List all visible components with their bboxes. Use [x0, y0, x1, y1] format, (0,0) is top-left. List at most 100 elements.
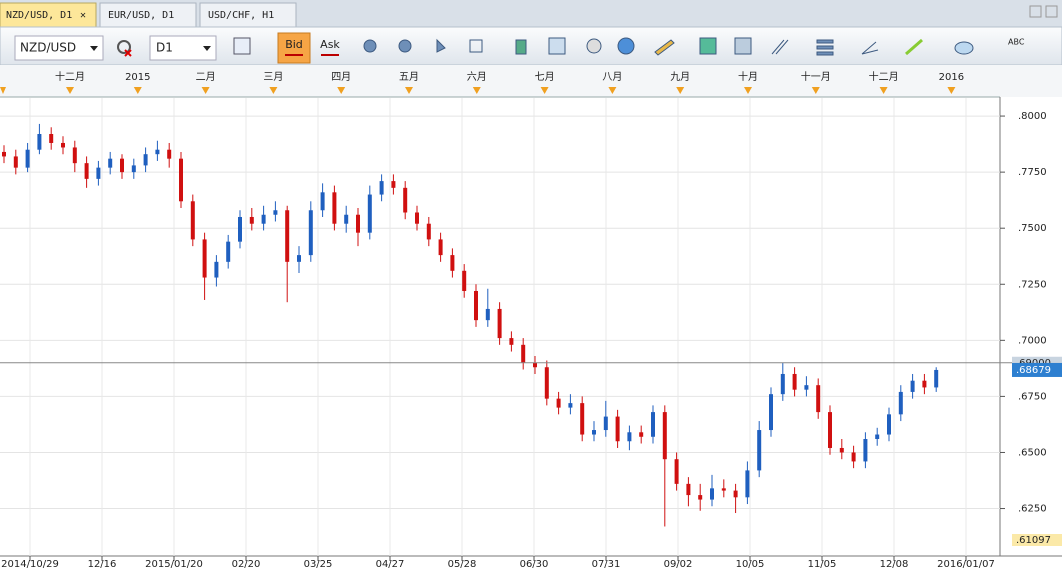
- ask-label[interactable]: Ask: [320, 38, 340, 51]
- x-tick-label: 03/25: [304, 559, 333, 570]
- candle-body: [143, 154, 148, 166]
- candle-body: [261, 214, 266, 224]
- y-tick-label: .6500: [1018, 447, 1047, 458]
- tab-label[interactable]: NZD/USD, D1: [6, 10, 72, 21]
- bottom-price-label: .61097: [1016, 535, 1051, 546]
- candle-body: [155, 149, 160, 155]
- candle-body: [438, 239, 443, 256]
- candle-body: [674, 459, 679, 484]
- bid-label[interactable]: Bid: [285, 38, 303, 51]
- candle-body: [898, 391, 903, 415]
- candle-body: [592, 430, 596, 435]
- candle-body: [769, 394, 773, 431]
- candle-body: [120, 158, 124, 173]
- candle-body: [190, 201, 195, 240]
- month-marker: [676, 87, 685, 94]
- x-tick-label: 06/30: [520, 559, 549, 570]
- x-tick-label: 07/31: [592, 559, 621, 570]
- candle-body: [320, 192, 325, 211]
- candle-body: [851, 452, 856, 462]
- timeframe-text[interactable]: D1: [156, 41, 173, 55]
- month-marker: [744, 87, 752, 94]
- candle-body: [108, 158, 113, 168]
- candle-body: [733, 490, 738, 498]
- candle-body: [344, 214, 349, 224]
- month-label: 八月: [602, 71, 622, 83]
- x-tick-label: 09/02: [664, 559, 693, 570]
- x-tick-label: 05/28: [448, 559, 477, 570]
- month-marker: [337, 87, 346, 94]
- candle-body: [544, 367, 549, 399]
- window-restore[interactable]: [1029, 5, 1042, 18]
- candle-body: [37, 134, 42, 150]
- x-tick-label: 10/05: [736, 559, 765, 570]
- x-tick-label: 2016/01/07: [937, 559, 995, 570]
- month-marker: [0, 87, 6, 94]
- candle-body: [167, 149, 172, 159]
- month-marker: [947, 87, 956, 94]
- candle-body: [179, 158, 183, 202]
- month-label: 七月: [535, 71, 555, 83]
- y-tick-label: .7500: [1018, 223, 1047, 234]
- candle-body: [780, 373, 785, 395]
- candle-body: [509, 338, 514, 345]
- month-marker: [540, 87, 549, 94]
- candle-body: [450, 255, 455, 271]
- y-tick-label: .8000: [1018, 111, 1047, 122]
- month-marker: [879, 87, 888, 94]
- symbol-select[interactable]: [14, 35, 104, 61]
- symbol-text[interactable]: NZD/USD: [20, 41, 76, 55]
- x-tick-label: 02/20: [232, 559, 261, 570]
- candle-body: [367, 194, 372, 233]
- candle-body: [651, 412, 655, 437]
- month-marker: [405, 87, 413, 94]
- candle-body: [249, 216, 254, 224]
- candle-body: [603, 416, 608, 431]
- dropdown-arrow: [203, 46, 211, 51]
- candle-body: [721, 488, 726, 491]
- month-marker: [472, 87, 481, 94]
- candle-body: [214, 261, 219, 278]
- y-tick-label: .6750: [1018, 391, 1047, 402]
- x-tick-label: 12/08: [880, 559, 909, 570]
- month-marker: [133, 87, 142, 94]
- candle-body: [426, 223, 431, 240]
- candle-body: [84, 163, 89, 179]
- tab-label[interactable]: USD/CHF, H1: [208, 10, 274, 21]
- dropdown-arrow: [90, 46, 98, 51]
- candle-body: [285, 210, 290, 262]
- month-marker: [811, 87, 820, 94]
- tab-active[interactable]: [0, 2, 97, 28]
- candle-body: [863, 439, 868, 462]
- tab-label[interactable]: EUR/USD, D1: [108, 10, 174, 21]
- candle-body: [72, 147, 77, 164]
- candle-body: [462, 270, 467, 291]
- month-label: 九月: [670, 71, 690, 83]
- month-label: 二月: [196, 71, 216, 83]
- tab-close[interactable]: ✕: [80, 10, 86, 21]
- tab[interactable]: [199, 2, 297, 28]
- month-label: 三月: [263, 71, 283, 83]
- bid-button[interactable]: [277, 32, 311, 64]
- candle-body: [568, 403, 573, 408]
- candle-body: [556, 398, 561, 408]
- tool-icon[interactable]: [117, 40, 131, 54]
- month-label: 十月: [738, 70, 758, 83]
- month-marker: [269, 87, 278, 94]
- candle-body: [226, 241, 231, 262]
- candle-body: [13, 156, 18, 168]
- month-marker: [66, 87, 74, 94]
- candle-body: [627, 432, 632, 442]
- window-close[interactable]: [1045, 5, 1058, 18]
- candle-body: [887, 414, 891, 435]
- y-tick-label: .7250: [1018, 279, 1047, 290]
- tool-icon[interactable]: [233, 37, 251, 55]
- candle-body: [698, 495, 703, 500]
- x-tick-label: 2015/01/20: [145, 559, 203, 570]
- candle-body: [485, 308, 490, 321]
- text-tool-label[interactable]: ABC: [1008, 38, 1025, 47]
- candle-body: [356, 214, 360, 233]
- tool-icons[interactable]: [363, 37, 974, 56]
- candle-body: [792, 373, 797, 390]
